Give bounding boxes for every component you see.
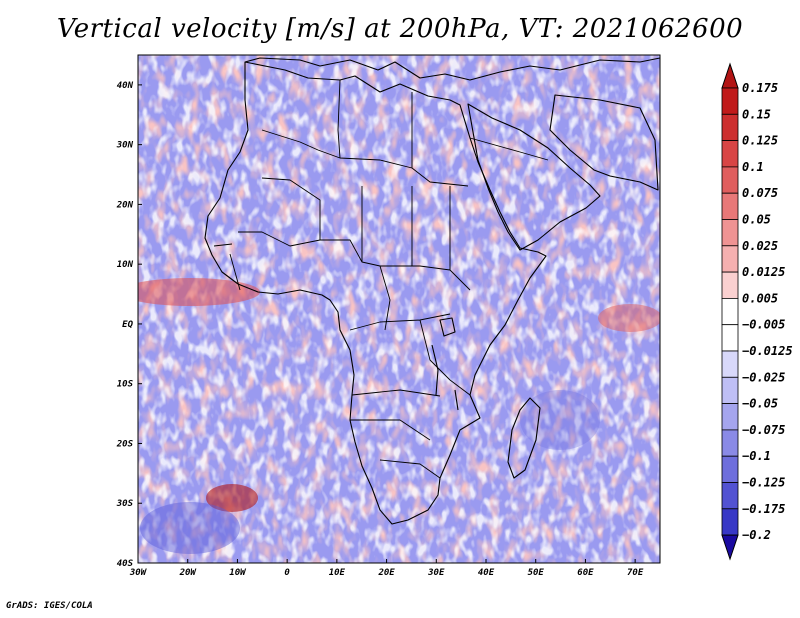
itcz-band [138,278,260,306]
colorbar-swatch [721,140,739,168]
colorbar-label: −0.2 [742,528,771,542]
colorbar: 0.175 0.15 0.125 0.1 0.075 0.05 0.025 0.0125 0.0… [721,62,793,561]
colorbar-swatch [721,403,739,431]
lon-label: 60E [577,568,594,578]
colorbar-swatch [721,324,739,352]
lat-label: 30N [116,141,134,151]
colorbar-label: 0.125 [742,134,778,148]
colorbar-label: 0.1 [742,160,764,174]
colorbar-swatch [721,245,739,273]
colorbar-swatch [721,87,739,115]
colorbar-swatch [721,297,739,326]
colorbar-swatch [721,455,739,483]
downdraft-region-se [520,390,600,450]
lake-victoria [439,317,456,337]
lon-label: 20W [179,568,198,578]
colorbar-label: 0.05 [742,213,771,227]
field-shading [138,55,660,563]
madagascar-coastline [507,397,541,479]
colorbar-swatch [721,166,739,194]
lon-label: 30W [129,568,148,578]
lon-label: 70E [627,568,644,578]
colorbar-swatch [721,192,739,220]
colorbar-swatch [721,350,739,378]
arabia-coastline [467,103,601,251]
lon-label: 10E [329,568,346,578]
updraft-region-indian-ocean [598,304,660,332]
colorbar-bottom-arrow [721,534,739,561]
colorbar-label: −0.175 [742,502,785,516]
lat-label: 20N [116,200,134,210]
colorbar-label: 0.075 [742,186,778,200]
colorbar-label: −0.125 [742,476,785,490]
colorbar-label: 0.0125 [742,265,785,279]
colorbar-label: −0.025 [742,370,785,384]
colorbar-swatch [721,219,739,247]
colorbar-label: −0.05 [742,397,778,411]
colorbar-label: −0.005 [742,318,785,332]
lake-tanganyika [431,344,439,396]
colorbar-swatch [721,271,739,299]
colorbar-swatch [721,429,739,457]
colorbar-swatch [721,508,739,536]
colorbar-label: 0.15 [742,107,771,121]
lat-label: 10N [117,260,134,270]
lat-label: 40N [117,81,134,91]
africa-coastline [204,61,547,525]
latitude-axis: 40N 30N 20N 10N EQ 10S 20S 30S 40S [116,81,142,569]
colorbar-label: −0.1 [742,449,771,463]
colorbar-label: −0.075 [742,423,785,437]
longitude-axis: 30W 20W 10W 0 10E 20E 30E 40E 50E 60E 70E [129,559,644,578]
downdraft-region-south [140,502,240,554]
colorbar-top-arrow [721,62,739,89]
lon-label: 20E [377,568,395,578]
lat-label: EQ [122,320,133,330]
colorbar-label: 0.025 [742,239,778,253]
lon-label: 30E [427,568,445,578]
map-frame [137,54,661,564]
grads-credit: GrADS: IGES/COLA [6,601,93,611]
colorbar-swatch [721,482,739,510]
europe-coastline [244,57,660,81]
country-borders [213,79,549,479]
lon-label: 40E [478,568,495,578]
lat-label: 10S [117,380,134,390]
colorbar-label: −0.0125 [742,344,793,358]
lat-label: 40S [117,559,134,569]
coastlines-and-borders [204,57,660,525]
colorbar-swatch [721,376,739,404]
lon-label: 50E [528,568,545,578]
lake-malawi [454,389,459,411]
lon-label: 10W [229,568,247,578]
colorbar-label: 0.005 [742,291,778,305]
colorbar-label: 0.175 [742,81,778,95]
lat-label: 20S [116,439,134,449]
updraft-region-sw [206,484,258,512]
lon-label: 0 [284,568,290,578]
persia-coastline [549,94,659,191]
map-title: Vertical velocity [m/s] at 200hPa, VT: 2… [56,14,744,44]
lat-label: 30S [116,499,134,509]
colorbar-swatch [721,113,739,142]
